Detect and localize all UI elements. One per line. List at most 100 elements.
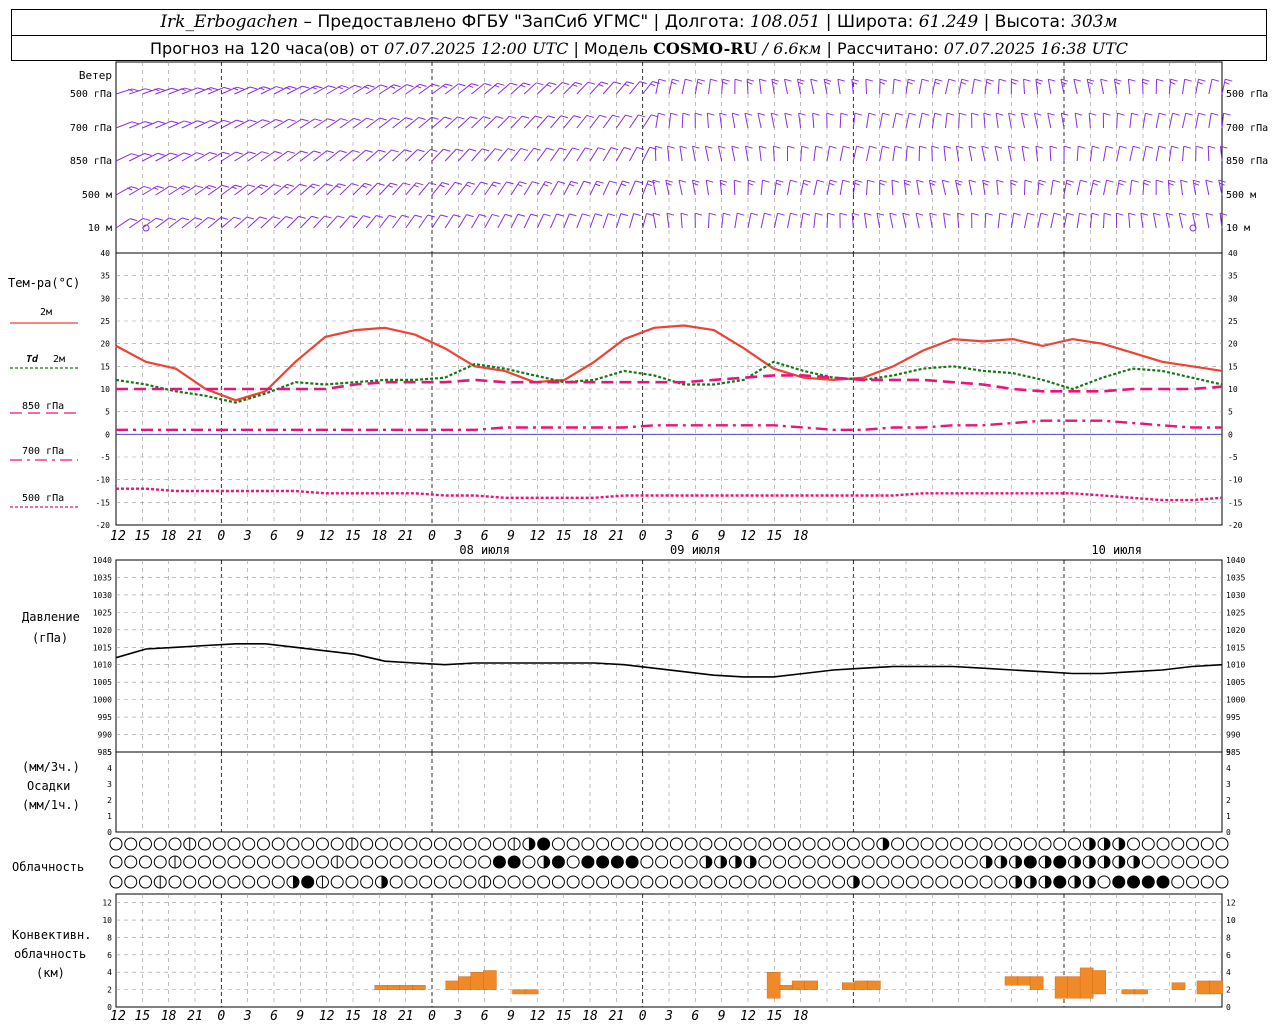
wind-barb (1167, 179, 1176, 196)
cloud-symbol (256, 855, 270, 869)
wind-barb (392, 117, 413, 129)
wind-barb-feather (453, 214, 461, 218)
cloud-symbol (124, 855, 138, 869)
cloud-symbol (1009, 855, 1023, 869)
cloud-symbol (699, 855, 713, 869)
cloud-circle (492, 837, 506, 851)
wind-barb (418, 83, 440, 95)
wind-barb-staff (931, 146, 933, 162)
precip-axis-unit-1h: (мм/1ч.) (22, 798, 80, 812)
cloud-circle (876, 875, 890, 889)
cloud-symbol (522, 837, 536, 851)
cloud-symbol (153, 837, 167, 851)
wind-barb (484, 181, 501, 196)
wind-barb-staff (300, 118, 315, 129)
wind-barb-feather (365, 149, 373, 153)
wind-barb-feather (235, 151, 243, 155)
wind-barb-feather (510, 82, 518, 86)
wind-barb-feather (971, 212, 979, 216)
wind-barb (851, 212, 860, 229)
temperature-axis-title: Тем-ра(°C) (8, 276, 80, 290)
wind-barb-feather (443, 148, 451, 152)
wind-barb-feather (599, 114, 607, 118)
cloud-half (1089, 838, 1096, 850)
cloud-symbol (950, 855, 964, 869)
wind-barb-feather (609, 180, 617, 184)
cloud-circle (935, 837, 949, 851)
wind-barb (787, 179, 798, 196)
wind-barb (1047, 78, 1056, 95)
wind-barb-staff (1129, 180, 1133, 196)
cloud-symbol (463, 837, 477, 851)
wind-barb-staff (326, 118, 341, 129)
wind-barb-feather (904, 179, 912, 183)
wind-barb (431, 83, 453, 95)
wind-barb (405, 149, 425, 162)
wind-barb-feather (522, 115, 530, 119)
wind-barb-staff (221, 151, 237, 162)
wind-barb-staff (773, 180, 777, 196)
wind-barb-staff (1049, 146, 1052, 162)
wind-barb-feather (829, 182, 835, 186)
cloud-symbol (994, 837, 1008, 851)
wind-barb (1205, 179, 1213, 196)
wind-barb-staff (392, 182, 404, 196)
cloud-circle (419, 875, 433, 889)
cloud-circle (802, 855, 816, 869)
wind-barb-feather (843, 145, 851, 149)
cloud-circle (655, 875, 669, 889)
wind-barb-staff (576, 115, 588, 129)
wind-barb-feather (430, 148, 438, 152)
wind-barb-feather (361, 185, 367, 188)
cloud-symbol (935, 837, 949, 851)
wind-barb-feather (246, 216, 255, 220)
wind-barb (1195, 145, 1204, 162)
wind-barb-feather (852, 81, 858, 85)
cloud-symbol (1200, 855, 1214, 869)
wind-barb-feather (672, 78, 680, 82)
wind-barb (536, 213, 551, 229)
wind-barb-feather (249, 119, 257, 123)
wind-barb (115, 121, 139, 129)
wind-barb (247, 86, 271, 95)
wind-barb (247, 216, 267, 229)
wind-barb-feather (1170, 81, 1176, 85)
cloud-circle (832, 837, 846, 851)
convective-tick-label-right: 12 (1226, 899, 1236, 908)
time-tick-label: 6 (481, 529, 489, 544)
wind-barb (1219, 145, 1228, 162)
wind-barb-feather (981, 145, 989, 149)
wind-barb (536, 147, 554, 162)
wind-barb-feather (710, 78, 718, 82)
cloud-circle (787, 855, 801, 869)
wind-barb-feather (309, 185, 315, 189)
convective-bar (1054, 976, 1069, 999)
wind-barb (757, 112, 766, 129)
wind-barb-feather (479, 214, 487, 218)
wind-barb-feather (983, 112, 991, 116)
wind-barb-feather (546, 84, 552, 88)
wind-barb (666, 212, 675, 229)
cloud-half (1089, 856, 1096, 868)
wind-barb-feather (546, 147, 554, 151)
convective-bar (1079, 967, 1094, 999)
wind-barb-staff (1205, 213, 1210, 229)
cloud-circle (1171, 875, 1185, 889)
wind-barb-feather (775, 182, 782, 186)
wind-barb (983, 112, 991, 129)
wind-barb-staff (813, 213, 816, 229)
cloud-symbol (315, 855, 329, 869)
wind-barb (536, 115, 556, 129)
cloud-symbol (124, 837, 138, 851)
wind-barb-staff (1140, 213, 1144, 229)
wind-barb-feather (568, 183, 575, 187)
wind-level-label-right: 850 гПа (1226, 156, 1268, 167)
wind-barb-feather (248, 151, 256, 155)
wind-barb-staff (1141, 79, 1144, 95)
wind-barb-feather (439, 184, 445, 188)
wind-barb (800, 179, 811, 196)
wind-barb-staff (207, 151, 223, 162)
wind-barb-feather (948, 78, 956, 82)
wind-barb-feather (907, 81, 913, 85)
cloud-half (1000, 856, 1007, 868)
